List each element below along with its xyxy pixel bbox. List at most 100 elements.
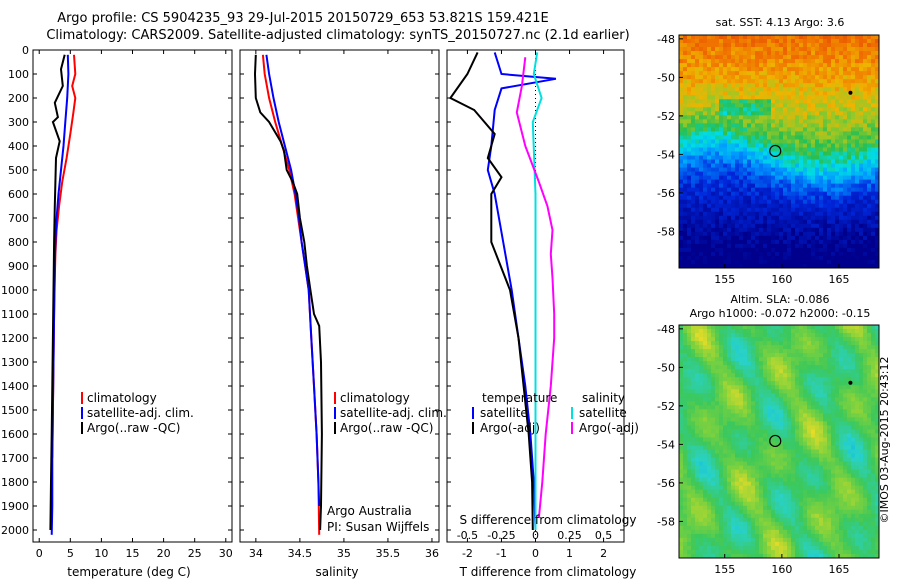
heatmap-cell — [787, 441, 792, 447]
heatmap-cell — [791, 457, 796, 463]
heatmap-cell — [803, 263, 808, 268]
heatmap-cell — [871, 147, 876, 153]
heatmap-cell — [735, 393, 740, 398]
heatmap-cell — [723, 159, 728, 165]
heatmap-cell — [711, 353, 716, 358]
heatmap-cell — [707, 461, 712, 467]
heatmap-cell — [795, 417, 800, 423]
heatmap-cell — [719, 171, 724, 177]
heatmap-cell — [695, 247, 700, 253]
heatmap-cell — [871, 67, 876, 72]
heatmap-cell — [747, 405, 752, 410]
map-xtick-label: 160 — [771, 273, 792, 286]
heatmap-cell — [755, 377, 760, 382]
heatmap-cell — [723, 51, 728, 56]
heatmap-cell — [703, 91, 708, 96]
heatmap-cell — [847, 75, 852, 80]
heatmap-cell — [807, 349, 812, 354]
heatmap-cell — [735, 127, 740, 133]
heatmap-cell — [699, 99, 704, 104]
heatmap-cell — [851, 143, 856, 149]
heatmap-cell — [827, 405, 832, 410]
heatmap-cell — [843, 345, 848, 350]
heatmap-cell — [727, 107, 732, 112]
heatmap-cell — [827, 453, 832, 459]
heatmap-cell — [827, 187, 832, 193]
heatmap-cell — [859, 413, 864, 418]
heatmap-cell — [719, 457, 724, 463]
heatmap-cell — [863, 55, 868, 60]
heatmap-cell — [803, 211, 808, 217]
heatmap-cell — [759, 159, 764, 165]
heatmap-cell — [867, 235, 872, 241]
heatmap-cell — [795, 441, 800, 447]
heatmap-cell — [819, 413, 824, 418]
heatmap-cell — [795, 401, 800, 406]
heatmap-cell — [867, 369, 872, 374]
heatmap-cell — [875, 207, 879, 213]
heatmap-cell — [835, 43, 840, 48]
heatmap-cell — [871, 95, 876, 100]
heatmap-cell — [803, 191, 808, 197]
heatmap-cell — [719, 107, 724, 112]
heatmap-cell — [691, 441, 696, 447]
heatmap-cell — [783, 95, 788, 100]
sal-series-2 — [253, 54, 323, 531]
heatmap-cell — [703, 425, 708, 431]
heatmap-cell — [835, 171, 840, 177]
heatmap-cell — [687, 103, 692, 108]
heatmap-cell — [807, 369, 812, 374]
heatmap-cell — [863, 131, 868, 137]
heatmap-cell — [707, 333, 712, 338]
heatmap-cell — [751, 99, 756, 104]
heatmap-cell — [751, 357, 756, 362]
heatmap-cell — [867, 341, 872, 346]
heatmap-cell — [715, 115, 720, 120]
heatmap-cell — [799, 195, 804, 201]
heatmap-cell — [791, 143, 796, 149]
heatmap-cell — [799, 147, 804, 153]
heatmap-cell — [747, 445, 752, 451]
heatmap-cell — [723, 211, 728, 217]
heatmap-cell — [763, 179, 768, 185]
depth-tick-label: 1700 — [1, 452, 29, 465]
heatmap-cell — [687, 183, 692, 189]
heatmap-cell — [767, 333, 772, 338]
heatmap-cell — [807, 151, 812, 157]
heatmap-cell — [739, 47, 744, 52]
heatmap-cell — [847, 259, 852, 265]
heatmap-cell — [787, 223, 792, 229]
heatmap-cell — [803, 167, 808, 173]
heatmap-cell — [823, 425, 828, 431]
heatmap-cell — [791, 413, 796, 418]
heatmap-cell — [739, 91, 744, 96]
heatmap-cell — [847, 123, 852, 128]
heatmap-cell — [835, 409, 840, 414]
heatmap-cell — [699, 151, 704, 157]
heatmap-cell — [723, 353, 728, 358]
heatmap-cell — [783, 211, 788, 217]
heatmap-cell — [803, 71, 808, 76]
heatmap-cell — [783, 107, 788, 112]
heatmap-cell — [863, 79, 868, 84]
heatmap-cell — [755, 353, 760, 358]
heatmap-cell — [775, 171, 780, 177]
heatmap-cell — [799, 461, 804, 467]
heatmap-cell — [739, 345, 744, 350]
heatmap-cell — [839, 191, 844, 197]
heatmap-cell — [771, 191, 776, 197]
heatmap-cell — [679, 255, 684, 261]
heatmap-cell — [687, 75, 692, 80]
heatmap-cell — [763, 413, 768, 418]
heatmap-cell — [795, 365, 800, 370]
heatmap-cell — [839, 231, 844, 237]
heatmap-cell — [683, 71, 688, 76]
heatmap-cell — [747, 381, 752, 386]
depth-tick-label: 600 — [8, 188, 29, 201]
heatmap-cell — [727, 183, 732, 189]
heatmap-cell — [863, 39, 868, 44]
heatmap-cell — [855, 47, 860, 52]
heatmap-cell — [855, 465, 860, 471]
heatmap-cell — [775, 393, 780, 398]
heatmap-cell — [827, 147, 832, 153]
